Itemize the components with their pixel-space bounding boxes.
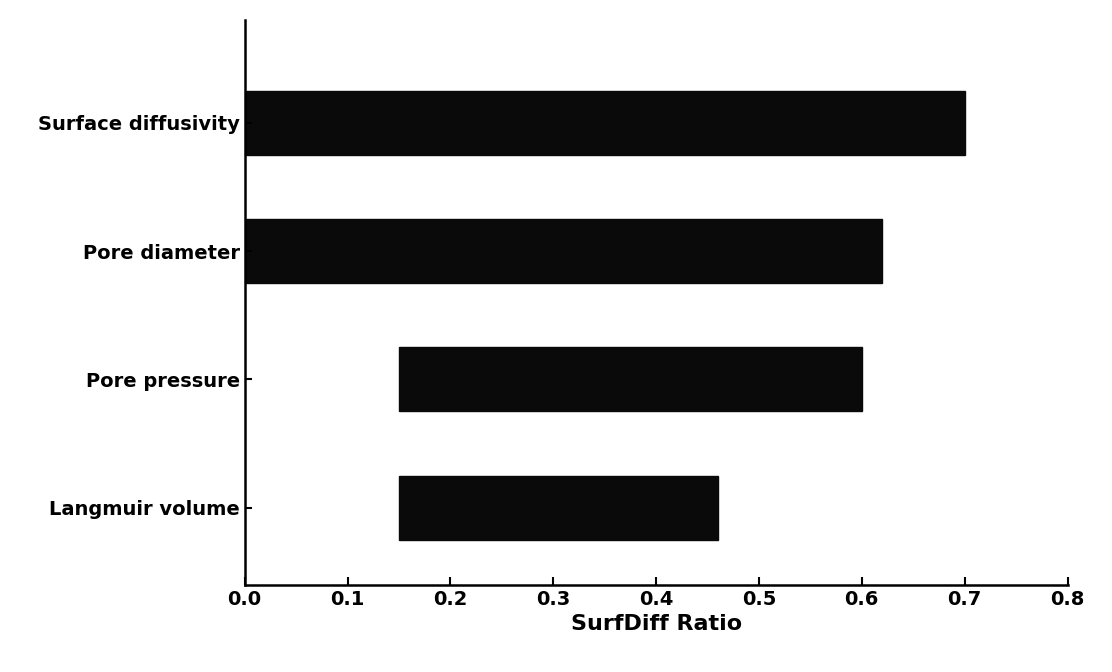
Bar	[399, 347, 862, 411]
Bar	[399, 476, 718, 540]
X-axis label: SurfDiff Ratio: SurfDiff Ratio	[570, 614, 742, 634]
Bar	[245, 91, 964, 155]
Bar	[245, 219, 883, 283]
